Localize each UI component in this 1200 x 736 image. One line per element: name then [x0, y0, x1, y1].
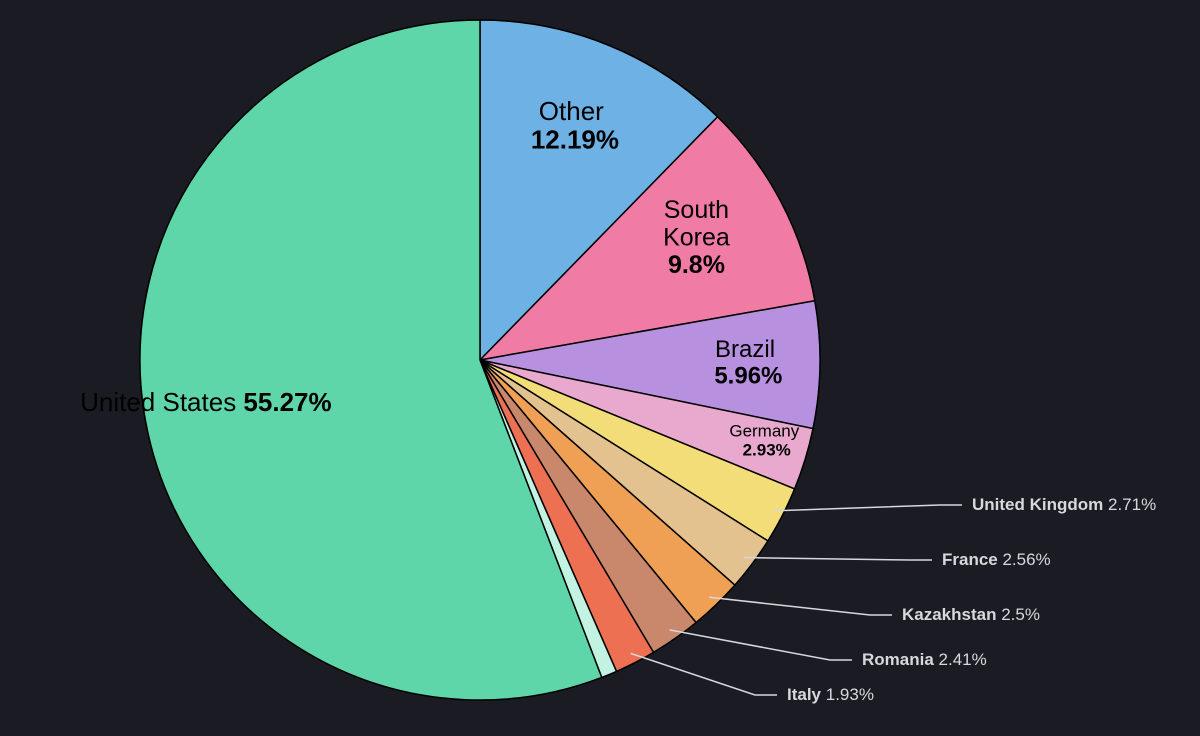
leader-label: France 2.56% — [942, 550, 1051, 569]
leader-line — [631, 653, 777, 695]
slice-label: SouthKorea9.8% — [663, 196, 730, 279]
leader-line — [670, 630, 852, 660]
slice-label: Other 12.19% — [531, 96, 619, 155]
leader-label: Italy 1.93% — [787, 685, 874, 704]
leader-line — [773, 505, 962, 511]
slice-label: United States 55.27% — [80, 387, 332, 417]
leader-label: United Kingdom 2.71% — [972, 495, 1156, 514]
leader-line — [744, 558, 932, 560]
leader-line — [709, 597, 892, 615]
slice-label: Brazil 5.96% — [714, 336, 782, 389]
leader-label: Romania 2.41% — [862, 650, 987, 669]
leader-label: Kazakhstan 2.5% — [902, 605, 1040, 624]
country-share-pie-chart: Other 12.19%SouthKorea9.8%Brazil 5.96%Ge… — [0, 0, 1200, 736]
